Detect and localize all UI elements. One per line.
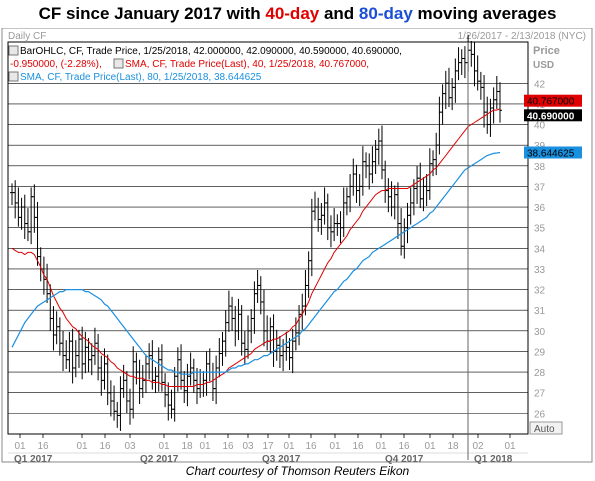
auto-scale-label: Auto [534,424,555,435]
auto-scale-button[interactable] [529,421,563,435]
y-tick-label-34: 34 [534,244,546,255]
close-flag-text: 40.690000 [527,111,575,122]
currency-label: USD [533,60,554,71]
legend-sma40-line: SMA, CF, Trade Price(Last), 40, 1/25/201… [125,59,369,70]
y-tick-label-40: 40 [534,121,546,132]
legend-sma80-line: SMA, CF, Trade Price(Last), 80, 1/25/201… [20,72,262,83]
x-tick-label-3: 16 [99,441,111,452]
title-suffix: moving averages [412,4,557,23]
sma40-flag [524,94,582,107]
y-tick-label-38: 38 [534,162,546,173]
y-tick-label-33: 33 [534,265,546,276]
close-flag [524,109,582,122]
sma40-line [11,108,501,387]
legend-sma40-icon [113,58,124,69]
sma40-flag-text: 40.767000 [527,97,575,108]
x-tick-label-12: 16 [305,441,317,452]
ohlc-bars [10,34,502,431]
date-range-label: 1/26/2017 - 2/13/2018 (NYC) [458,31,586,42]
price-axis-title: Price [533,45,560,57]
title-sma80: 80-day [358,4,413,23]
x-tick-label-13: 01 [329,441,341,452]
quarter-label-0: Q1 2017 [14,454,53,464]
x-tick-label-15: 01 [375,441,387,452]
x-tick-label-11: 01 [283,441,295,452]
legend-sma80-icon [8,71,19,82]
x-tick-label-9: 03 [242,441,254,452]
y-tick-label-30: 30 [534,327,546,338]
title-prefix: CF since January 2017 with [38,4,266,23]
x-tick-label-10: 17 [262,441,274,452]
price-chart: Daily CF 1/26/2017 - 2/13/2018 (NYC) Pri… [1,28,593,464]
value-flags: 40.767000 40.690000 38.644625 [524,94,582,159]
x-tick-label-6: 18 [181,441,193,452]
x-tick-label-5: 01 [158,441,170,452]
legend-bar-line1: BarOHLC, CF, Trade Price, 1/25/2018, 42.… [20,46,402,57]
x-tick-label-14: 16 [352,441,364,452]
legend-bar-icon [8,45,19,56]
x-tick-label-16: 16 [398,441,410,452]
x-tick-label-1: 16 [37,441,49,452]
x-tick-label-20: 01 [504,441,516,452]
quarter-label-3: Q4 2017 [385,454,424,464]
x-axis: 01 16 01 16 03 01 18 01 16 03 17 01 16 01 16 01 16 01 18 02… [8,434,528,464]
x-tick-label-18: 18 [447,441,459,452]
chart-title: CF since January 2017 with 40-day and 80… [0,0,595,28]
chart-credit: Chart courtesy of Thomson Reuters Eikon [185,464,410,478]
x-tick-label-4: 03 [124,441,136,452]
grid-lines [8,82,528,414]
quarter-label-1: Q2 2017 [140,454,179,464]
y-tick-label-26: 26 [534,409,546,420]
y-tick-label-32: 32 [534,286,546,297]
y-tick-label-37: 37 [534,182,546,193]
x-tick-label-19: 02 [472,441,484,452]
title-middle: and [319,4,359,23]
quarter-label-4: Q1 2018 [474,454,513,464]
x-tick-label-8: 16 [222,441,234,452]
title-sma40: 40-day [265,4,320,23]
y-tick-label-29: 29 [534,347,546,358]
x-tick-label-0: 01 [14,441,26,452]
y-tick-label-35: 35 [534,224,546,235]
y-tick-label-31: 31 [534,306,546,317]
legend: BarOHLC, CF, Trade Price, 1/25/2018, 42.… [8,45,402,83]
plot-area [7,41,529,435]
y-tick-label-28: 28 [534,368,546,379]
legend-bar-line2: -0.950000, (-2.28%), [10,59,102,70]
y-axis: 2627282930313233343536373839404142 [534,79,546,420]
sma80-line [11,151,501,375]
x-tick-label-7: 01 [199,441,211,452]
ohlc-bar [498,82,502,123]
quarter-label-2: Q3 2017 [262,454,301,464]
sma80-flag-text: 38.644625 [527,148,575,159]
y-tick-label-42: 42 [534,79,546,90]
sma80-flag [524,146,582,159]
y-tick-label-36: 36 [534,203,546,214]
x-tick-label-2: 01 [76,441,88,452]
frequency-label: Daily CF [8,31,46,42]
y-tick-label-27: 27 [534,389,546,400]
x-tick-label-17: 01 [424,441,436,452]
